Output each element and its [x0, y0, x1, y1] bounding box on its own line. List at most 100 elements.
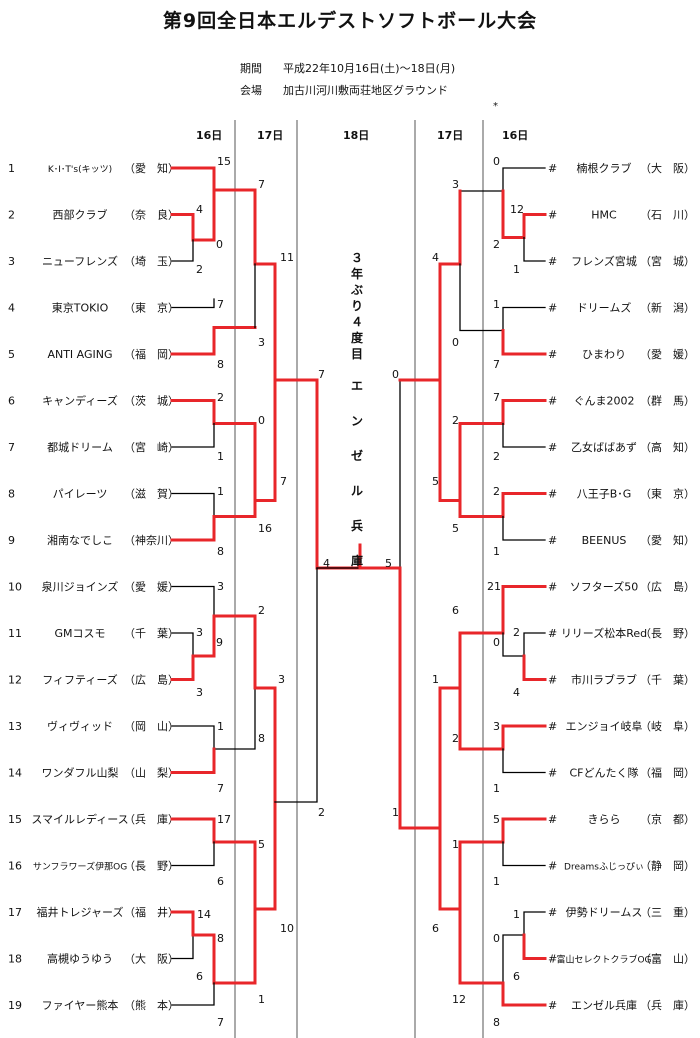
right-team-prefecture: （岐 阜） — [640, 720, 695, 733]
left-team-number: 2 — [8, 209, 15, 222]
period-value: 平成22年10月16日(土)～18日(月) — [283, 62, 456, 75]
right-team-name: HMC — [591, 209, 617, 222]
left-team-number: 7 — [8, 441, 15, 454]
right-win-path-t19 — [458, 907, 547, 1007]
score-l_r1h_t19: 7 — [217, 1016, 224, 1029]
score-r_r1h_t19: 8 — [493, 1016, 500, 1029]
venue-value: 加古川河川敷両荘地区グラウンド — [283, 84, 448, 97]
left-team-prefecture: （滋 賀） — [124, 488, 179, 501]
right-team-prefecture: （広 島） — [640, 580, 695, 594]
left-win-path-t6 — [170, 399, 257, 502]
left-team-prefecture: （神奈川） — [124, 533, 179, 547]
right-team-prefecture: （石 川） — [640, 209, 695, 222]
right-team-prefecture: （大 阪） — [640, 161, 695, 175]
left-win-path-t2b — [191, 188, 216, 242]
right-loss-path-t9 — [502, 515, 546, 541]
score-r_q5_bot: 1 — [432, 673, 439, 686]
right-team-name: ひまわり — [582, 348, 626, 361]
left-team-name: フィフティーズ — [42, 673, 118, 687]
right-win-path-t18 — [522, 933, 547, 960]
right-win-path-q4 — [438, 378, 462, 502]
left-team-prefecture: （埼 玉） — [124, 254, 179, 268]
score-r_semi_bot: 1 — [392, 806, 399, 819]
right-team-mark: # — [548, 488, 557, 501]
score-r_r1a_inner_bot: 2 — [493, 238, 500, 251]
left-team-number: 10 — [8, 581, 22, 594]
left-team-prefecture: （愛 知） — [124, 161, 179, 175]
right-team-prefecture: （福 岡） — [640, 766, 695, 780]
left-team-name: ニューフレンズ — [42, 254, 118, 268]
score-r_r1h_inner_bot: 6 — [513, 970, 520, 983]
day-label-right-16: 16日 — [502, 129, 529, 142]
right-team-name: BEENUS — [582, 534, 627, 547]
right-team-prefecture: （三 重） — [640, 905, 695, 919]
score-r_r1d_bot: 1 — [493, 545, 500, 558]
left-team-prefecture: （岡 山） — [124, 720, 179, 733]
corner-mark: * — [493, 101, 498, 112]
score-r_q5_top: 6 — [452, 604, 459, 617]
winner-note: ３年ぶり４度目 — [350, 251, 364, 361]
right-team-mark: # — [548, 302, 557, 315]
left-team-prefecture: （奈 良） — [124, 208, 179, 222]
left-win-path-t14 — [170, 747, 216, 774]
left-win-path-t5 — [170, 326, 257, 356]
left-team-number: 1 — [8, 162, 15, 175]
left-team-name: スマイルレディース — [31, 812, 128, 826]
right-win-path-semi — [398, 566, 442, 830]
score-l_r1h_inner_top: 8 — [217, 932, 224, 945]
right-team-prefecture: （高 知） — [640, 440, 695, 454]
right-team-name: 市川ラブラブ — [571, 673, 637, 687]
right-team-name: リリーズ松本Red — [561, 626, 647, 640]
day-label-left-17: 17日 — [257, 129, 284, 142]
score-r_q7_top: 1 — [452, 838, 459, 851]
left-team-name: ヴィヴィッド — [47, 719, 113, 733]
left-win-path-semi — [273, 378, 362, 570]
left-team-name: ファイヤー熊本 — [42, 998, 119, 1012]
right-team-name: エンゼル兵庫 — [571, 998, 637, 1012]
left-team-prefecture: （千 葉） — [124, 626, 179, 640]
left-loss-path-t13 — [171, 687, 256, 750]
right-team-mark: # — [548, 627, 557, 640]
left-loss-path-t7 — [171, 422, 215, 448]
left-win-path-t9 — [170, 499, 257, 542]
left-team-prefecture: （長 野） — [124, 860, 179, 873]
right-team-mark: # — [548, 860, 557, 873]
score-final_left: 4 — [323, 557, 330, 570]
score-r_r1g_top: 5 — [493, 813, 500, 826]
right-team-prefecture: （富 山） — [640, 952, 695, 966]
score-r_q8_bot: 12 — [452, 993, 466, 1006]
score-l_r1d_top: 1 — [217, 485, 224, 498]
left-team-number: 4 — [8, 302, 15, 315]
left-team-prefecture: （愛 媛） — [124, 580, 179, 594]
left-team-prefecture: （東 京） — [124, 301, 179, 315]
score-r_r1e_inner_top: 2 — [513, 626, 520, 639]
right-team-name: 伊勢ドリームス — [566, 905, 643, 919]
left-win-path-q6 — [253, 686, 277, 804]
right-team-mark: # — [548, 906, 557, 919]
left-team-name: ワンダフル山梨 — [42, 766, 119, 780]
score-l_r1f_top: 1 — [217, 720, 224, 733]
left-team-number: 3 — [8, 255, 15, 268]
score-l_r1e_inner_top: 3 — [196, 626, 203, 639]
score-l_q5_bot: 3 — [278, 673, 285, 686]
right-team-prefecture: （新 潟） — [640, 301, 695, 315]
right-loss-path-t16 — [502, 841, 546, 867]
left-team-prefecture: （兵 庫） — [124, 812, 179, 826]
score-r_r1f_bot: 1 — [493, 782, 500, 795]
score-l_q7_top: 5 — [258, 838, 265, 851]
right-loss-path-t14 — [502, 748, 546, 774]
left-team-prefecture: （宮 崎） — [124, 440, 179, 454]
score-l_r1g_bot: 6 — [217, 875, 224, 888]
day-label-right-17: 17日 — [437, 129, 464, 142]
score-r_r1b_bot: 7 — [493, 358, 500, 371]
left-win-path-q8 — [253, 800, 277, 911]
score-l_r1c_bot: 1 — [217, 450, 224, 463]
right-loss-path-t11 — [502, 632, 546, 657]
left-team-name: ANTI AGING — [47, 348, 112, 361]
right-team-mark: # — [548, 953, 557, 966]
right-team-name: フレンズ宮城 — [571, 254, 637, 268]
left-team-name: 東京TOKIO — [52, 301, 109, 315]
score-l_r1e_top: 3 — [217, 580, 224, 593]
page-title: 第9回全日本エルデストソフトボール大会 — [162, 10, 538, 32]
